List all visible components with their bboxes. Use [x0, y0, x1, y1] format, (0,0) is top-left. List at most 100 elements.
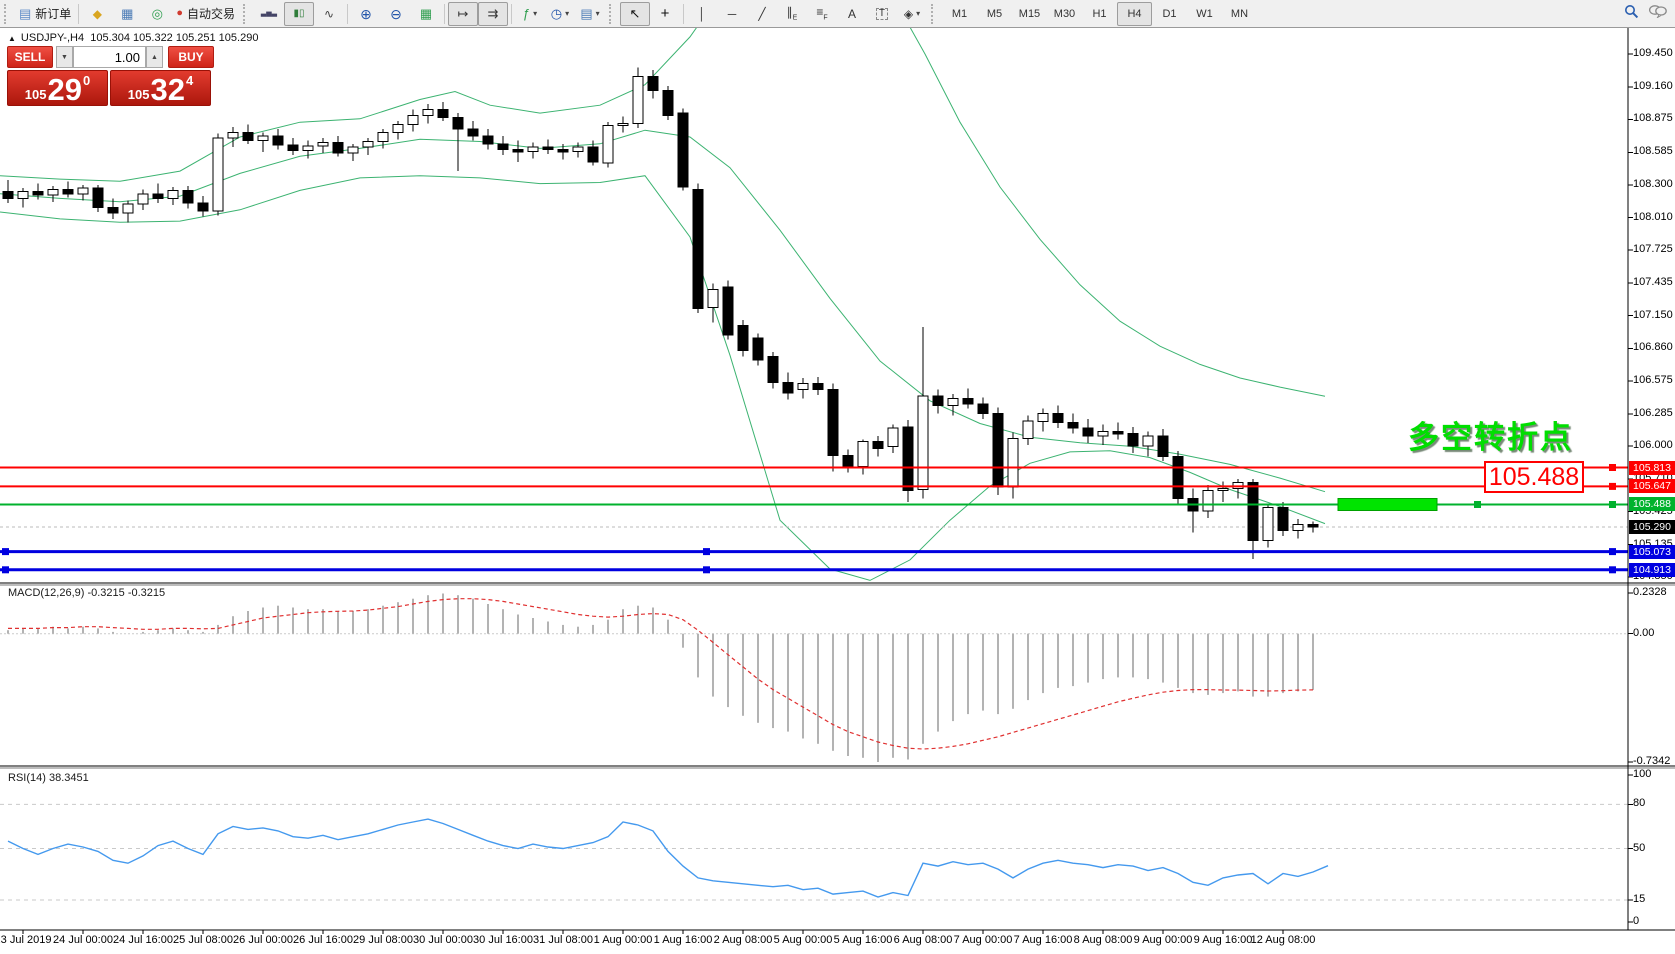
profile-icon: ◆ [92, 6, 102, 21]
chevron-down-icon: ▾ [595, 9, 600, 18]
line-price-label: 105.647 [1629, 479, 1675, 494]
price-axis-label: 109.160 [1633, 79, 1673, 92]
sell-price-button[interactable]: 105 29 0 [7, 70, 108, 106]
bollinger-upper-band [0, 28, 1326, 397]
buy-button[interactable]: BUY [168, 46, 214, 68]
timeframe-mn-button[interactable]: MN [1230, 7, 1249, 20]
crosshair-button[interactable]: + [650, 2, 680, 26]
label-button[interactable]: T [867, 2, 897, 26]
hline-icon: ─ [727, 6, 737, 21]
new-order-button-label: 新订单 [35, 7, 72, 21]
chart-shift-icon: ⇉ [487, 6, 499, 21]
chevron-down-icon: ▾ [533, 9, 538, 18]
zoom-out-button[interactable]: ⊖ [381, 2, 411, 26]
time-axis-label: 9 Aug 16:00 [1193, 934, 1253, 946]
trendline-button[interactable]: ╱ [747, 2, 777, 26]
price-axis-label: 108.585 [1633, 145, 1673, 158]
tile-windows-button[interactable]: ▦ [411, 2, 441, 26]
time-axis-label: 23 Jul 2019 [0, 934, 52, 946]
timeframe-h1-button[interactable]: H1 [1092, 7, 1107, 20]
bar-chart-button[interactable]: ▃▅▃ [254, 2, 284, 26]
chat-icon[interactable] [1648, 4, 1667, 23]
time-axis-label: 5 Aug 00:00 [773, 934, 833, 946]
time-axis-label: 7 Aug 00:00 [953, 934, 1013, 946]
timeframe-m5-button[interactable]: M5 [986, 7, 1003, 20]
macd-axis-label: 0.00 [1633, 626, 1655, 639]
buy-price-button[interactable]: 105 32 4 [110, 70, 211, 106]
candlestick-icon: ▮▯ [293, 7, 305, 19]
search-icon[interactable] [1624, 4, 1639, 24]
new-order-button[interactable]: ▤ 新订单 [15, 2, 75, 26]
market-watch-button[interactable]: ▦ [112, 2, 142, 26]
channel-button[interactable]: ∥E [777, 2, 807, 26]
price-axis-label: 107.725 [1633, 243, 1673, 256]
arrows-button[interactable]: ◈ ▾ [897, 2, 927, 26]
label-icon: T [875, 7, 889, 20]
horizontal-line-button[interactable]: ─ [717, 2, 747, 26]
tile-windows-icon: ▦ [419, 6, 433, 21]
toolbar: ▤ 新订单 ◆ ▦ ◎ ● 自动交易 ▃▅▃ ▮▯ ∿ ⊕ ⊖ ▦ ↦ ⇉ ƒ ▾ ◷ ▾ ▤ ▾ ↖ + │ ─ ╱ ∥E ≡F A T… [0, 0, 1675, 28]
time-axis-label: 2 Aug 08:00 [713, 934, 773, 946]
auto-scroll-icon: ↦ [457, 6, 469, 21]
cursor-button[interactable]: ↖ [619, 1, 650, 26]
caret-up-icon: ▲ [151, 53, 158, 61]
text-button[interactable]: A [837, 2, 867, 26]
auto-scroll-button[interactable]: ↦ [447, 1, 478, 26]
timeframe-h4-button[interactable]: H4 [1116, 1, 1152, 26]
text-icon: A [847, 6, 856, 21]
time-axis-label: 26 Jul 00:00 [233, 934, 293, 946]
time-axis-label: 6 Aug 08:00 [893, 934, 953, 946]
zoom-in-button[interactable]: ⊕ [351, 2, 381, 26]
symbol-header: ▲ USDJPY-,H4 105.304 105.322 105.251 105.… [8, 32, 258, 44]
price-axis-label: 108.010 [1633, 210, 1673, 223]
time-axis-label: 26 Jul 16:00 [293, 934, 353, 946]
time-axis-label: 8 Aug 08:00 [1073, 934, 1133, 946]
chart-shift-button[interactable]: ⇉ [477, 1, 508, 26]
new-order-icon: ▤ [19, 6, 32, 21]
timeframe-d1-button[interactable]: D1 [1162, 7, 1177, 20]
channel-icon: ∥E [786, 4, 798, 22]
fibonacci-button[interactable]: ≡F [807, 2, 837, 26]
chevron-down-icon: ▾ [565, 9, 570, 18]
candlestick-button[interactable]: ▮▯ [283, 1, 314, 26]
chart-annotation-text[interactable]: 多空转折点 [1408, 420, 1573, 455]
indicators-button[interactable]: ƒ ▾ [515, 2, 545, 26]
bar-chart-icon: ▃▅▃ [260, 10, 278, 17]
timeframe-m15-button[interactable]: M15 [1018, 7, 1041, 20]
buy-price-base: 105 [127, 87, 150, 102]
timeframe-m1-button[interactable]: M1 [951, 7, 968, 20]
current-price-label: 105.290 [1629, 519, 1675, 534]
rsi-axis-label: 80 [1633, 797, 1646, 810]
price-axis-label: 109.450 [1633, 47, 1673, 59]
price-axis-label: 107.435 [1633, 276, 1673, 289]
line-chart-button[interactable]: ∿ [314, 2, 344, 26]
sell-button[interactable]: SELL [7, 46, 53, 68]
timeframe-m30-button[interactable]: M30 [1053, 7, 1076, 20]
vertical-line-button[interactable]: │ [687, 2, 717, 26]
profile-button[interactable]: ◆ [82, 2, 112, 26]
ohlc-toggle-icon[interactable]: ▲ [8, 34, 16, 43]
price-callout-box[interactable]: 105.488 [1484, 461, 1584, 493]
zoom-out-icon: ⊖ [390, 5, 402, 22]
time-axis-label: 25 Jul 08:00 [173, 934, 233, 946]
navigator-button[interactable]: ◎ [142, 2, 172, 26]
templates-button[interactable]: ▤ ▾ [575, 2, 605, 26]
one-click-trade-panel: SELL ▼ 1.00 ▲ BUY 105 29 0 105 32 4 [7, 46, 221, 106]
time-axis-label: 31 Jul 08:00 [533, 934, 593, 946]
time-axis-label: 29 Jul 08:00 [353, 934, 413, 946]
volume-input[interactable]: 1.00 [73, 46, 146, 68]
support-zone-box [1337, 498, 1438, 511]
templates-icon: ▤ [580, 6, 593, 21]
price-axis-label: 106.860 [1633, 341, 1673, 354]
rsi-axis-label: 15 [1633, 892, 1646, 905]
autotrading-button[interactable]: ● 自动交易 [172, 2, 239, 26]
price-axis-label: 108.300 [1633, 177, 1673, 190]
periods-button[interactable]: ◷ ▾ [545, 2, 575, 26]
symbol-ohlc: 105.304 105.322 105.251 105.290 [90, 32, 259, 44]
toolbar-grip [608, 3, 617, 24]
timeframe-w1-button[interactable]: W1 [1196, 7, 1213, 20]
volume-decrease-button[interactable]: ▼ [56, 46, 73, 68]
toolbar-separator [78, 3, 80, 24]
volume-increase-button[interactable]: ▲ [146, 46, 163, 68]
